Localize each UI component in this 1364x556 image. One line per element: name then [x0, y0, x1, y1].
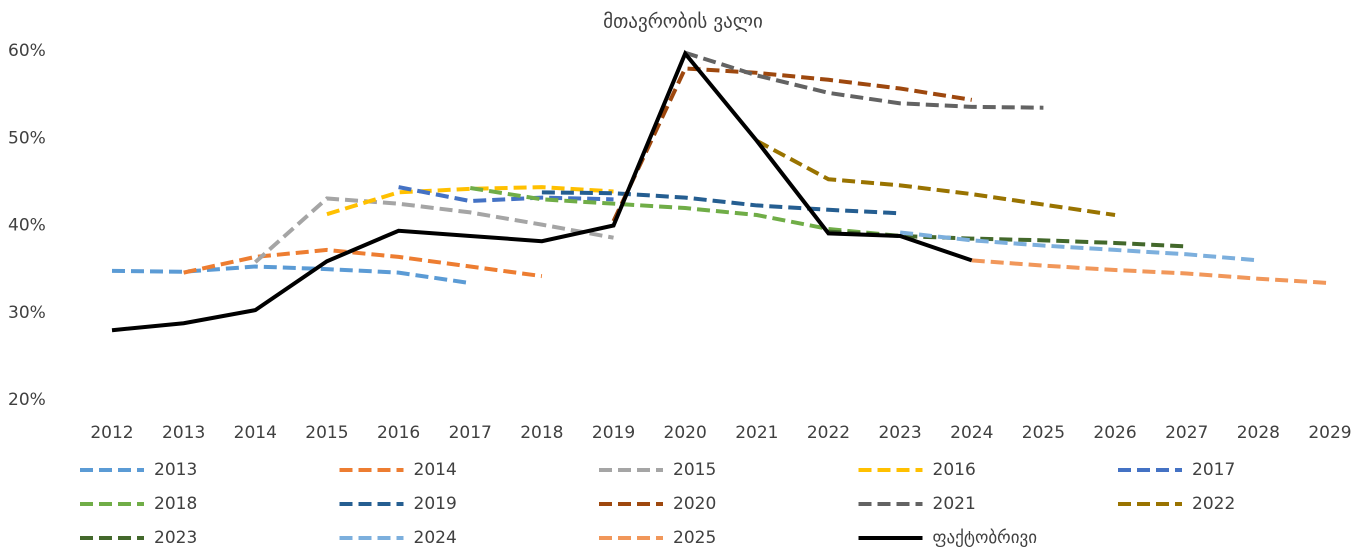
- x-tick-label: 2018: [520, 423, 563, 443]
- legend-label: 2023: [154, 528, 197, 548]
- legend-label: 2025: [673, 528, 716, 548]
- legend-label: 2015: [673, 460, 716, 480]
- series-line: [183, 247, 543, 279]
- x-tick-label: 2025: [1022, 423, 1065, 443]
- x-tick-label: 2019: [592, 423, 635, 443]
- x-tick-label: 2017: [449, 423, 492, 443]
- legend-label: ფაქტობრივი: [933, 528, 1038, 548]
- series-line: [326, 185, 614, 217]
- series-line: [971, 258, 1331, 286]
- x-tick-label: 2012: [90, 423, 133, 443]
- y-tick-label: 20%: [8, 390, 46, 410]
- legend-label: 2021: [933, 494, 976, 514]
- x-tick-label: 2021: [735, 423, 778, 443]
- series-line: [684, 50, 1044, 110]
- series-line: [469, 186, 901, 238]
- legend-label: 2014: [414, 460, 457, 480]
- legend-label: 2022: [1192, 494, 1235, 514]
- y-tick-label: 30%: [8, 303, 46, 323]
- series-line: [253, 196, 614, 264]
- x-tick-label: 2024: [950, 423, 993, 443]
- legend-label: 2024: [414, 528, 457, 548]
- series-line: [541, 190, 901, 216]
- x-tick-label: 2013: [162, 423, 205, 443]
- x-tick-label: 2023: [878, 423, 921, 443]
- legend-label: 2016: [933, 460, 976, 480]
- series-line: [111, 264, 471, 286]
- x-tick-label: 2020: [664, 423, 707, 443]
- x-tick-label: 2027: [1165, 423, 1208, 443]
- x-tick-label: 2026: [1093, 423, 1136, 443]
- series-line: [611, 66, 973, 222]
- legend-label: 2013: [154, 460, 197, 480]
- series-line: [899, 230, 1259, 263]
- y-tick-label: 40%: [8, 216, 46, 236]
- x-tick-label: 2016: [377, 423, 420, 443]
- series-line: [398, 185, 614, 204]
- legend-label: 2017: [1192, 460, 1235, 480]
- legend-label: 2019: [414, 494, 457, 514]
- x-tick-label: 2014: [234, 423, 277, 443]
- series-line: [111, 49, 973, 333]
- legend-label: 2018: [154, 494, 197, 514]
- series-line: [755, 139, 1116, 218]
- y-tick-label: 60%: [8, 41, 46, 61]
- x-tick-label: 2029: [1308, 423, 1351, 443]
- y-tick-label: 50%: [8, 128, 46, 148]
- legend-label: 2020: [673, 494, 716, 514]
- chart-title: მთავრობის ვალი: [603, 11, 763, 33]
- x-tick-label: 2022: [807, 423, 850, 443]
- x-tick-label: 2015: [305, 423, 348, 443]
- x-tick-label: 2028: [1237, 423, 1280, 443]
